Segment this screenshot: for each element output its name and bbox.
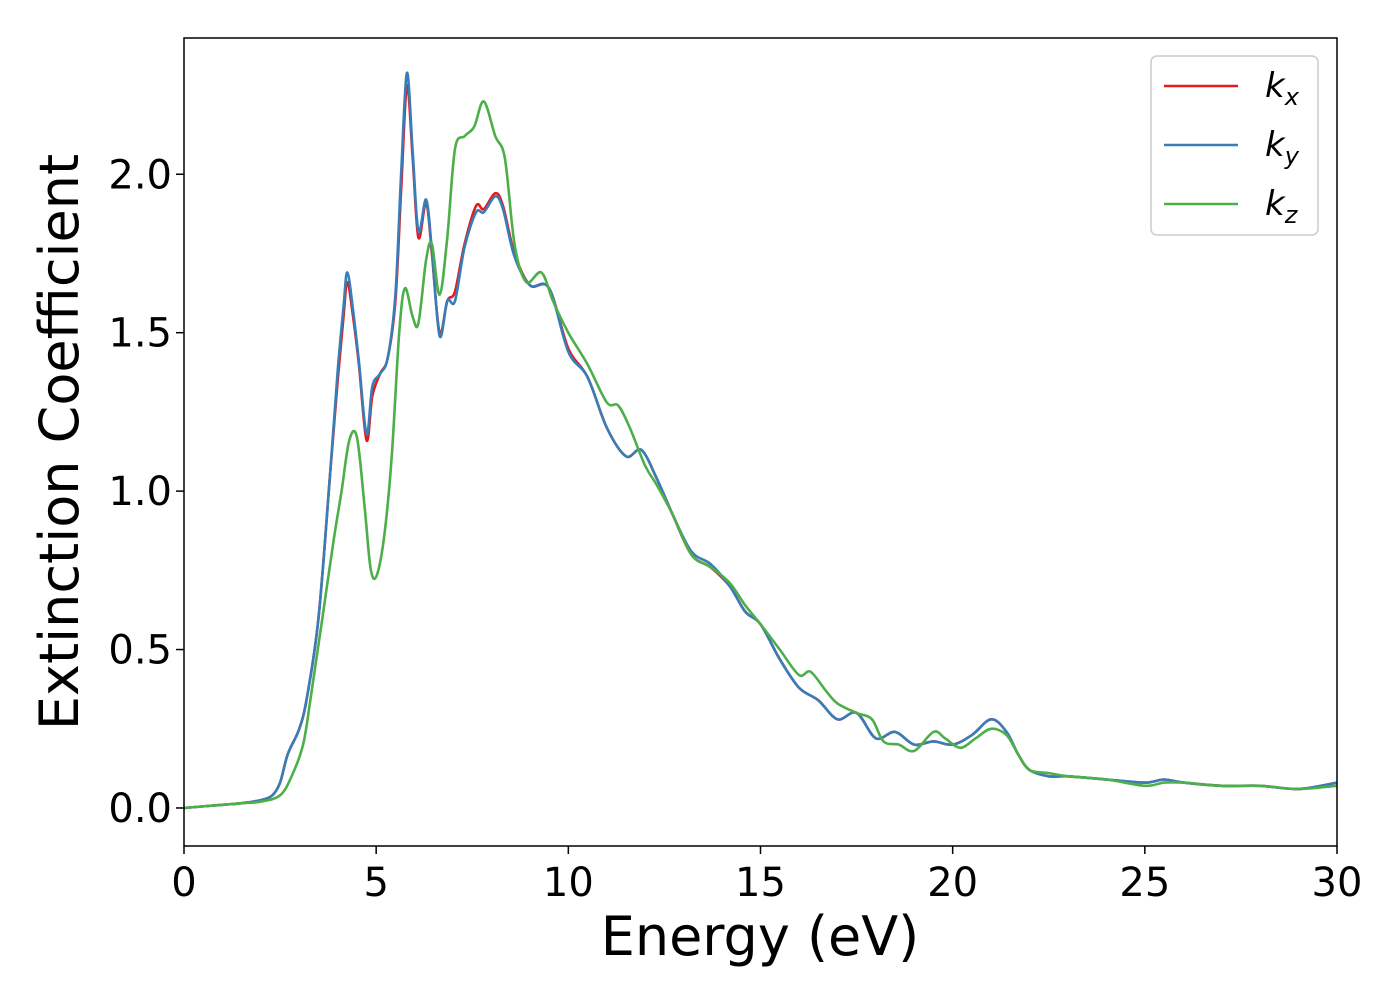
legend-label-ky: ky — [1265, 125, 1300, 170]
x-tick-label: 10 — [543, 860, 594, 906]
y-axis-ticks: 0.0 0.5 1.0 1.5 2.0 — [108, 152, 184, 832]
legend-label-kz: kz — [1265, 184, 1299, 229]
y-axis-title: Extinction Coefficient — [28, 154, 91, 730]
x-tick-label: 20 — [927, 860, 978, 906]
x-tick-label: 25 — [1119, 860, 1170, 906]
series-line-kz — [183, 100, 1338, 810]
x-axis-title: Energy (eV) — [601, 905, 920, 968]
y-tick-label: 2.0 — [108, 152, 172, 198]
series-lines — [183, 71, 1338, 810]
y-tick-label: 0.5 — [108, 628, 172, 674]
y-tick-label: 1.5 — [108, 311, 172, 357]
x-axis-ticks: 0 5 10 15 20 25 30 — [171, 846, 1362, 906]
y-tick-label: 0.0 — [108, 786, 172, 832]
x-tick-label: 15 — [735, 860, 786, 906]
series-line-ky — [183, 71, 1338, 810]
x-tick-label: 30 — [1312, 860, 1363, 906]
legend-label-kx: kx — [1265, 66, 1300, 111]
x-tick-label: 0 — [171, 860, 196, 906]
x-tick-label: 5 — [363, 860, 388, 906]
legend: kx ky kz — [1150, 55, 1319, 236]
y-tick-label: 1.0 — [108, 469, 172, 515]
